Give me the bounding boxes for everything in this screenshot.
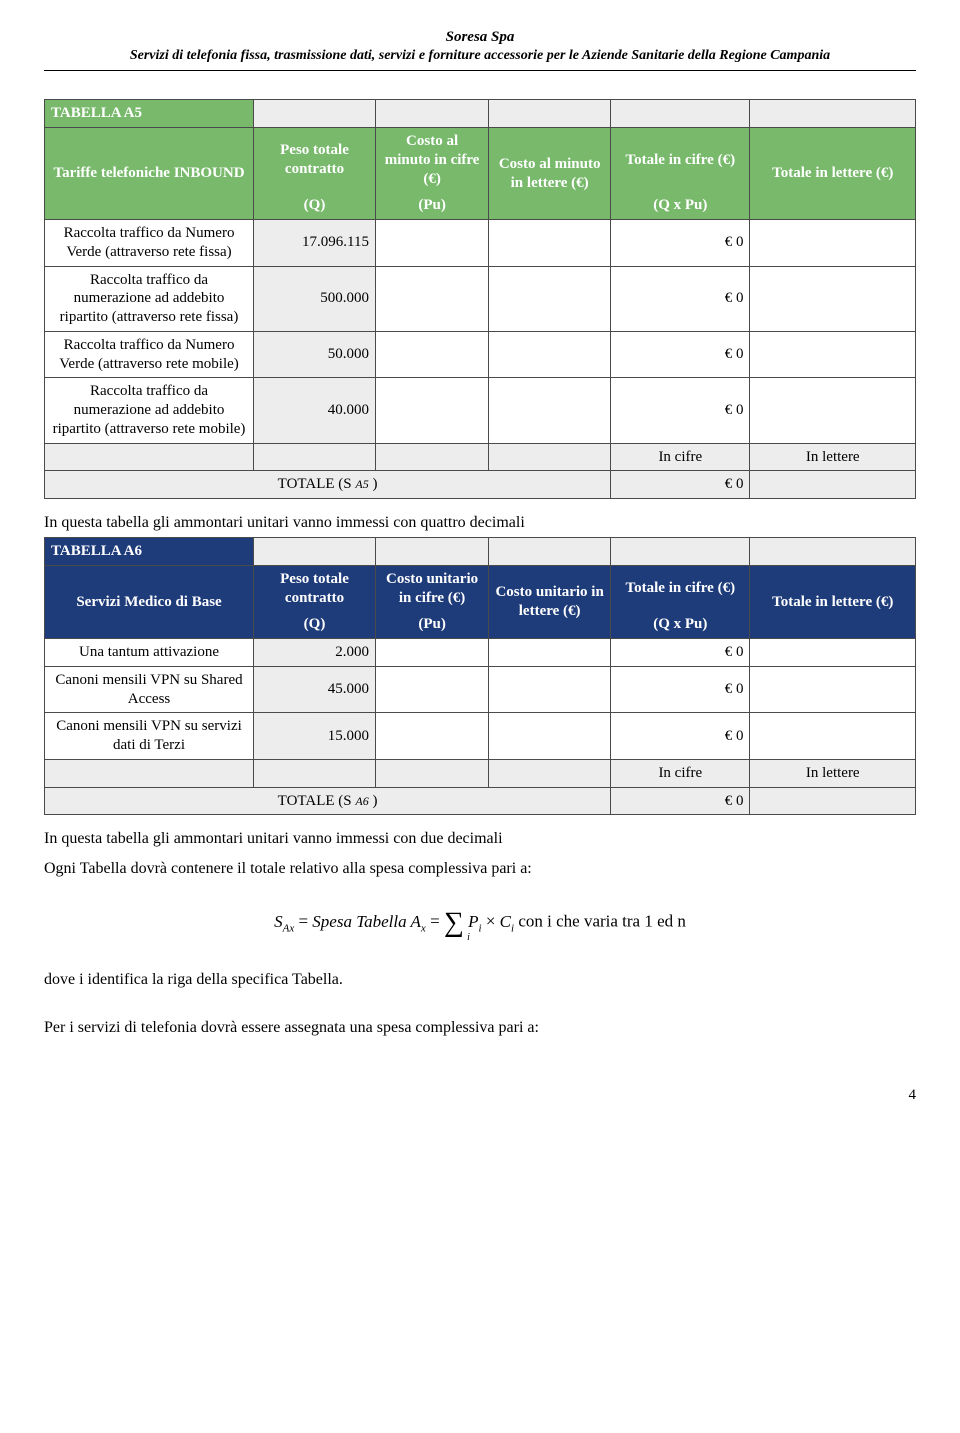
a5-col-tc-sub: (Q x Pu) [611, 192, 750, 219]
a6-col-q-sub: (Q) [254, 611, 376, 638]
table-row: Raccolta traffico da numerazione ad adde… [45, 378, 916, 443]
row-tot: € 0 [611, 378, 750, 443]
a6-total-val: € 0 [611, 787, 750, 815]
doc-header: Soresa Spa Servizi di telefonia fissa, t… [44, 28, 916, 64]
a6-col-pu-sub: (Pu) [375, 611, 488, 638]
a6-title: TABELLA A6 [45, 538, 254, 566]
a5-total-sub: A5 [355, 477, 368, 491]
table-a5: TABELLA A5 Tariffe telefoniche INBOUND P… [44, 99, 916, 499]
row-label: Raccolta traffico da Numero Verde (attra… [45, 220, 254, 267]
table-row: Raccolta traffico da numerazione ad adde… [45, 266, 916, 331]
row-q: 2.000 [254, 639, 376, 667]
a6-col-tl: Totale in lettere (€) [750, 565, 916, 638]
a6-col-pl: Costo unitario in lettere (€) [489, 565, 611, 638]
row-tot: € 0 [611, 331, 750, 378]
formula: SAx = Spesa Tabella Ax = ∑i Pi × Ci con … [44, 905, 916, 940]
a6-col-pu: Costo unitario in cifre (€) [375, 565, 488, 611]
a6-footer-incifre: In cifre [611, 759, 750, 787]
a5-total-label: TOTALE (S A5 ) [45, 471, 611, 499]
a5-title: TABELLA A5 [45, 100, 254, 128]
row-label: Raccolta traffico da Numero Verde (attra… [45, 331, 254, 378]
table-row: Canoni mensili VPN su Shared Access 45.0… [45, 666, 916, 713]
row-q: 17.096.115 [254, 220, 376, 267]
a5-rowheader: Tariffe telefoniche INBOUND [45, 128, 254, 220]
a5-total-val: € 0 [611, 471, 750, 499]
table-row: Raccolta traffico da Numero Verde (attra… [45, 220, 916, 267]
a5-footer-inlettere: In lettere [750, 443, 916, 471]
a5-total-text: TOTALE (S [278, 476, 352, 492]
header-line2: Servizi di telefonia fissa, trasmissione… [44, 47, 916, 65]
a6-total-sub: A6 [355, 794, 368, 808]
table-row: Canoni mensili VPN su servizi dati di Te… [45, 713, 916, 760]
a6-col-tc: Totale in cifre (€) [611, 565, 750, 611]
a5-col-q-sub: (Q) [254, 192, 376, 219]
a5-col-tc: Totale in cifre (€) [611, 128, 750, 193]
a5-col-q: Peso totale contratto [254, 128, 376, 193]
after-formula-1: dove i identifica la riga della specific… [44, 970, 916, 990]
row-label: Raccolta traffico da numerazione ad adde… [45, 378, 254, 443]
row-q: 40.000 [254, 378, 376, 443]
row-q: 45.000 [254, 666, 376, 713]
row-tot: € 0 [611, 639, 750, 667]
a6-total-label: TOTALE (S A6 ) [45, 787, 611, 815]
row-q: 50.000 [254, 331, 376, 378]
row-q: 500.000 [254, 266, 376, 331]
row-tot: € 0 [611, 266, 750, 331]
page-number: 4 [44, 1086, 916, 1105]
table-row: Una tantum attivazione 2.000 € 0 [45, 639, 916, 667]
row-label: Una tantum attivazione [45, 639, 254, 667]
after-a5-note: In questa tabella gli ammontari unitari … [44, 513, 916, 533]
a5-col-pu-sub: (Pu) [375, 192, 488, 219]
a5-col-pu: Costo al minuto in cifre (€) [375, 128, 488, 193]
row-tot: € 0 [611, 713, 750, 760]
after-a6-note2: Ogni Tabella dovrà contenere il totale r… [44, 859, 916, 879]
a6-total-text: TOTALE (S [278, 793, 352, 809]
formula-tail: con i che varia tra 1 ed n [518, 912, 686, 931]
header-rule [44, 70, 916, 71]
row-tot: € 0 [611, 220, 750, 267]
table-a6: TABELLA A6 Servizi Medico di Base Peso t… [44, 537, 916, 815]
a6-col-q: Peso totale contratto [254, 565, 376, 611]
after-formula-2: Per i servizi di telefonia dovrà essere … [44, 1018, 916, 1038]
a6-col-tc-sub: (Q x Pu) [611, 611, 750, 638]
a5-footer-incifre: In cifre [611, 443, 750, 471]
a5-col-tl: Totale in lettere (€) [750, 128, 916, 220]
a6-footer-inlettere: In lettere [750, 759, 916, 787]
a6-rowheader: Servizi Medico di Base [45, 565, 254, 638]
a5-col-pl: Costo al minuto in lettere (€) [489, 128, 611, 220]
row-tot: € 0 [611, 666, 750, 713]
row-label: Canoni mensili VPN su Shared Access [45, 666, 254, 713]
table-row: Raccolta traffico da Numero Verde (attra… [45, 331, 916, 378]
after-a6-note1: In questa tabella gli ammontari unitari … [44, 829, 916, 849]
header-line1: Soresa Spa [44, 28, 916, 47]
row-label: Raccolta traffico da numerazione ad adde… [45, 266, 254, 331]
row-q: 15.000 [254, 713, 376, 760]
row-label: Canoni mensili VPN su servizi dati di Te… [45, 713, 254, 760]
